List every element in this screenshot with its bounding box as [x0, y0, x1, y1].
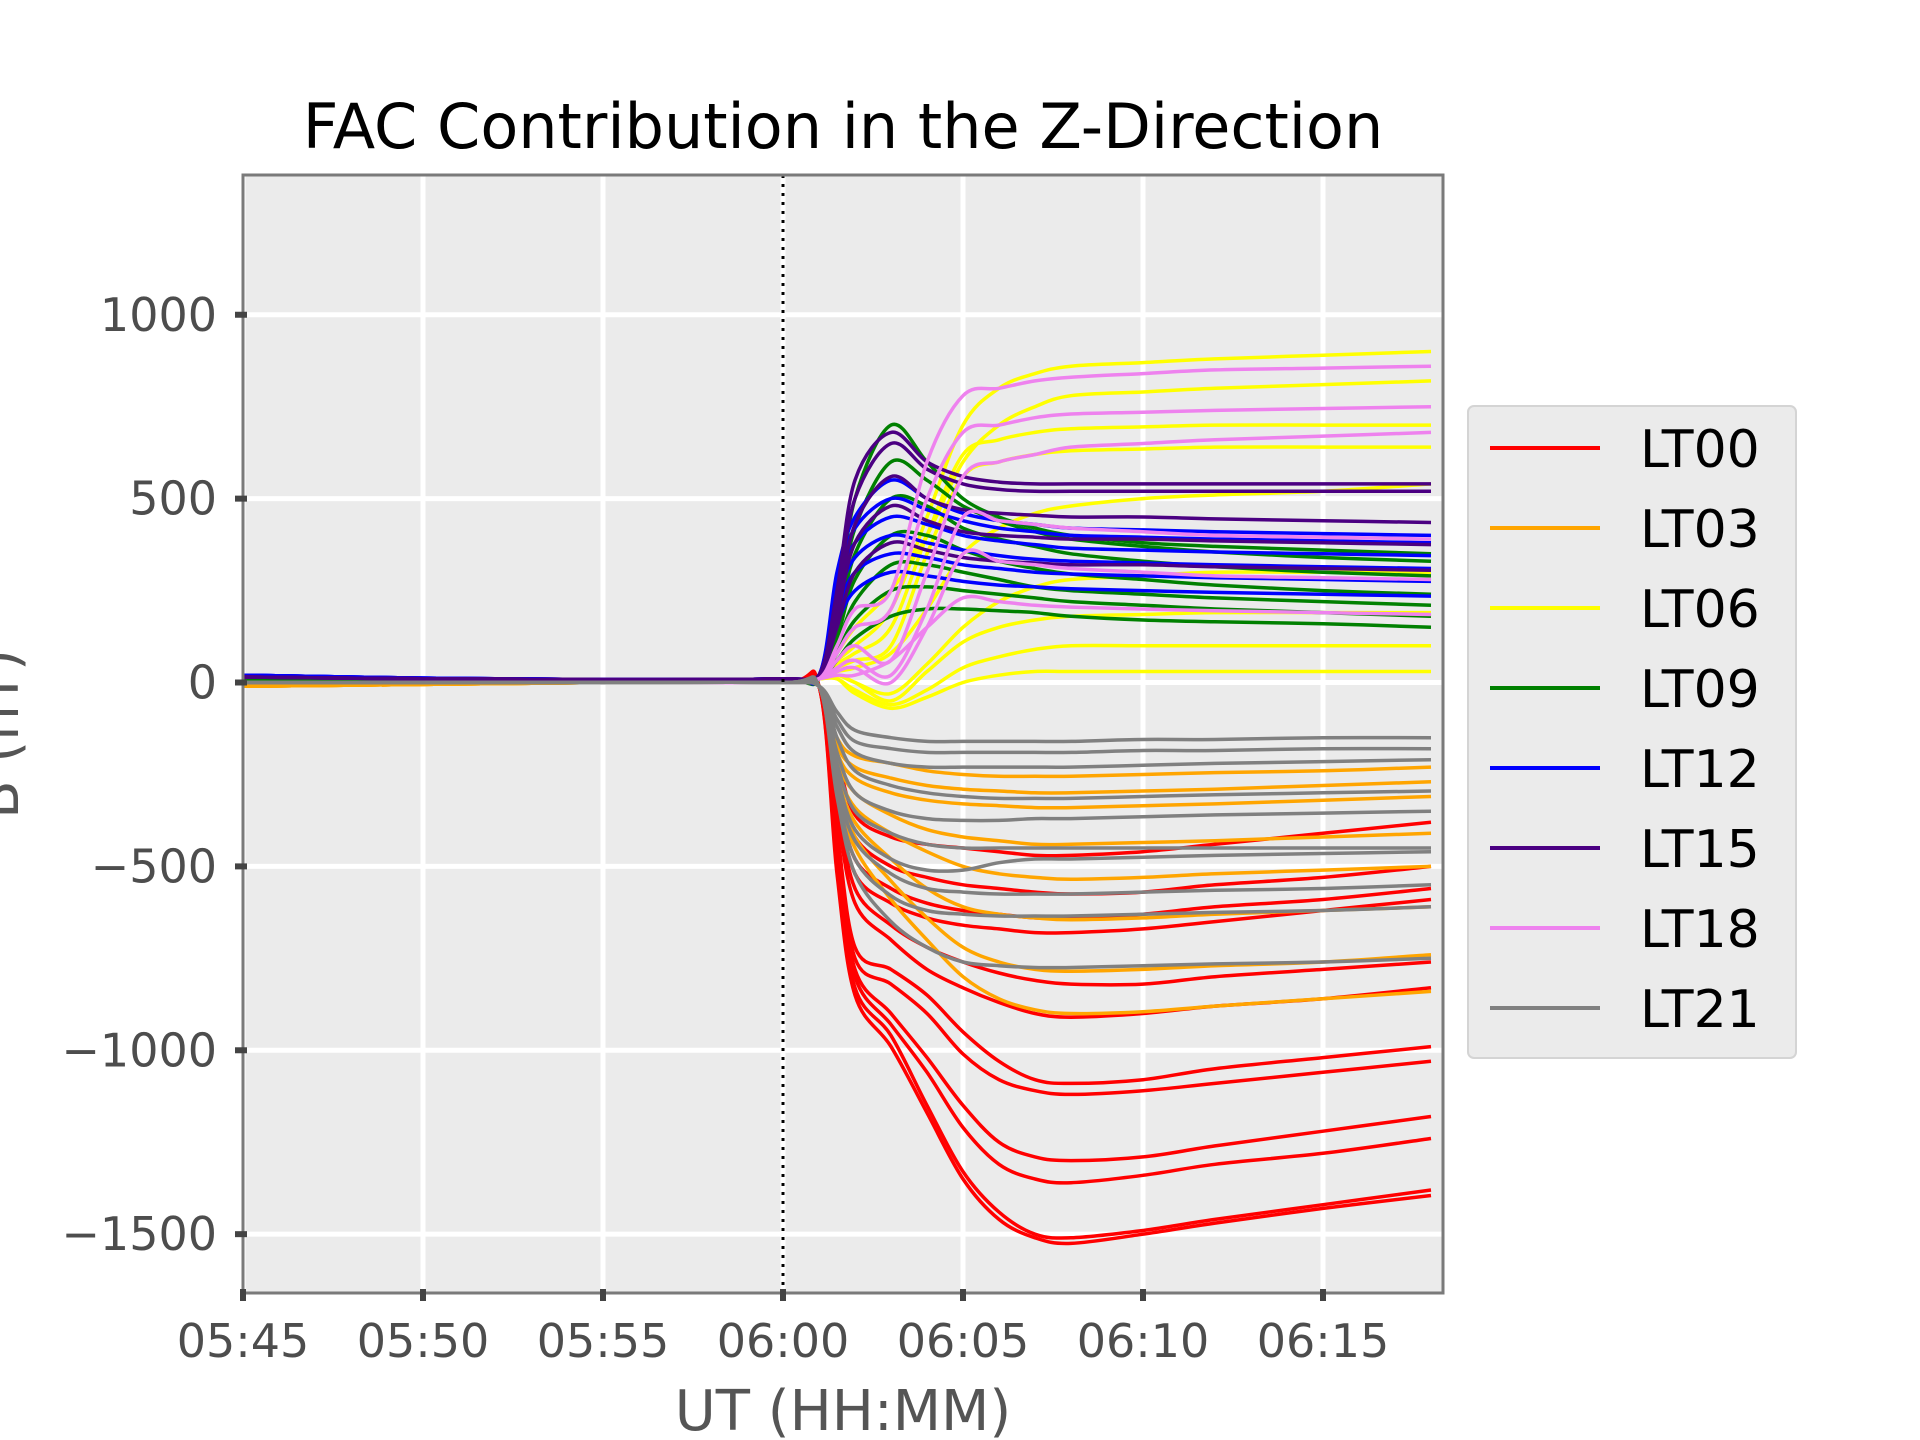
y-tick-label: 1000 [100, 288, 217, 342]
legend-label-lt12: LT12 [1640, 740, 1760, 800]
x-tick-label: 06:15 [1257, 1314, 1390, 1368]
x-tick-label: 06:00 [717, 1314, 850, 1368]
y-tick-label: −500 [91, 839, 217, 893]
series-lt21 [243, 675, 1432, 970]
series-line-lt15 [242, 540, 1432, 682]
legend-label-lt06: LT06 [1640, 580, 1760, 640]
legend-box [1467, 405, 1797, 1059]
legend-label-lt18: LT18 [1640, 900, 1760, 960]
legend-label-lt15: LT15 [1640, 820, 1760, 880]
legend-label-lt21: LT21 [1640, 980, 1760, 1040]
y-axis-label: B (nT) [0, 649, 32, 819]
data-layer [242, 349, 1432, 1246]
plot-frame [241, 173, 1445, 1295]
y-tick-label: 0 [188, 656, 217, 710]
legend-label-lt00: LT00 [1640, 420, 1760, 480]
legend-label-lt09: LT09 [1640, 660, 1760, 720]
x-tick-label: 06:05 [897, 1314, 1030, 1368]
legend-label-lt03: LT03 [1640, 500, 1760, 560]
x-tick-label: 06:10 [1077, 1314, 1210, 1368]
x-tick-label: 05:45 [177, 1314, 310, 1368]
x-axis-label: UT (HH:MM) [675, 1379, 1011, 1440]
chart-title: FAC Contribution in the Z-Direction [303, 90, 1384, 163]
axis-layer: 05:45 05:50 05:55 06:00 06:05 06:10 06:15 1000 5… [61, 288, 1389, 1368]
series-line-lt21 [243, 675, 1432, 970]
plot-background [243, 175, 1443, 1293]
x-tick-label: 05:50 [357, 1314, 490, 1368]
y-tick-label: −1000 [61, 1023, 217, 1077]
y-tick-label: −1500 [61, 1207, 217, 1261]
series-lt15 [242, 430, 1432, 685]
y-tick-label: 500 [129, 472, 217, 526]
legend: LT00 LT03 LT06 LT09 LT12 LT15 LT18 LT21 [1467, 405, 1797, 1059]
x-tick-label: 05:55 [537, 1314, 670, 1368]
